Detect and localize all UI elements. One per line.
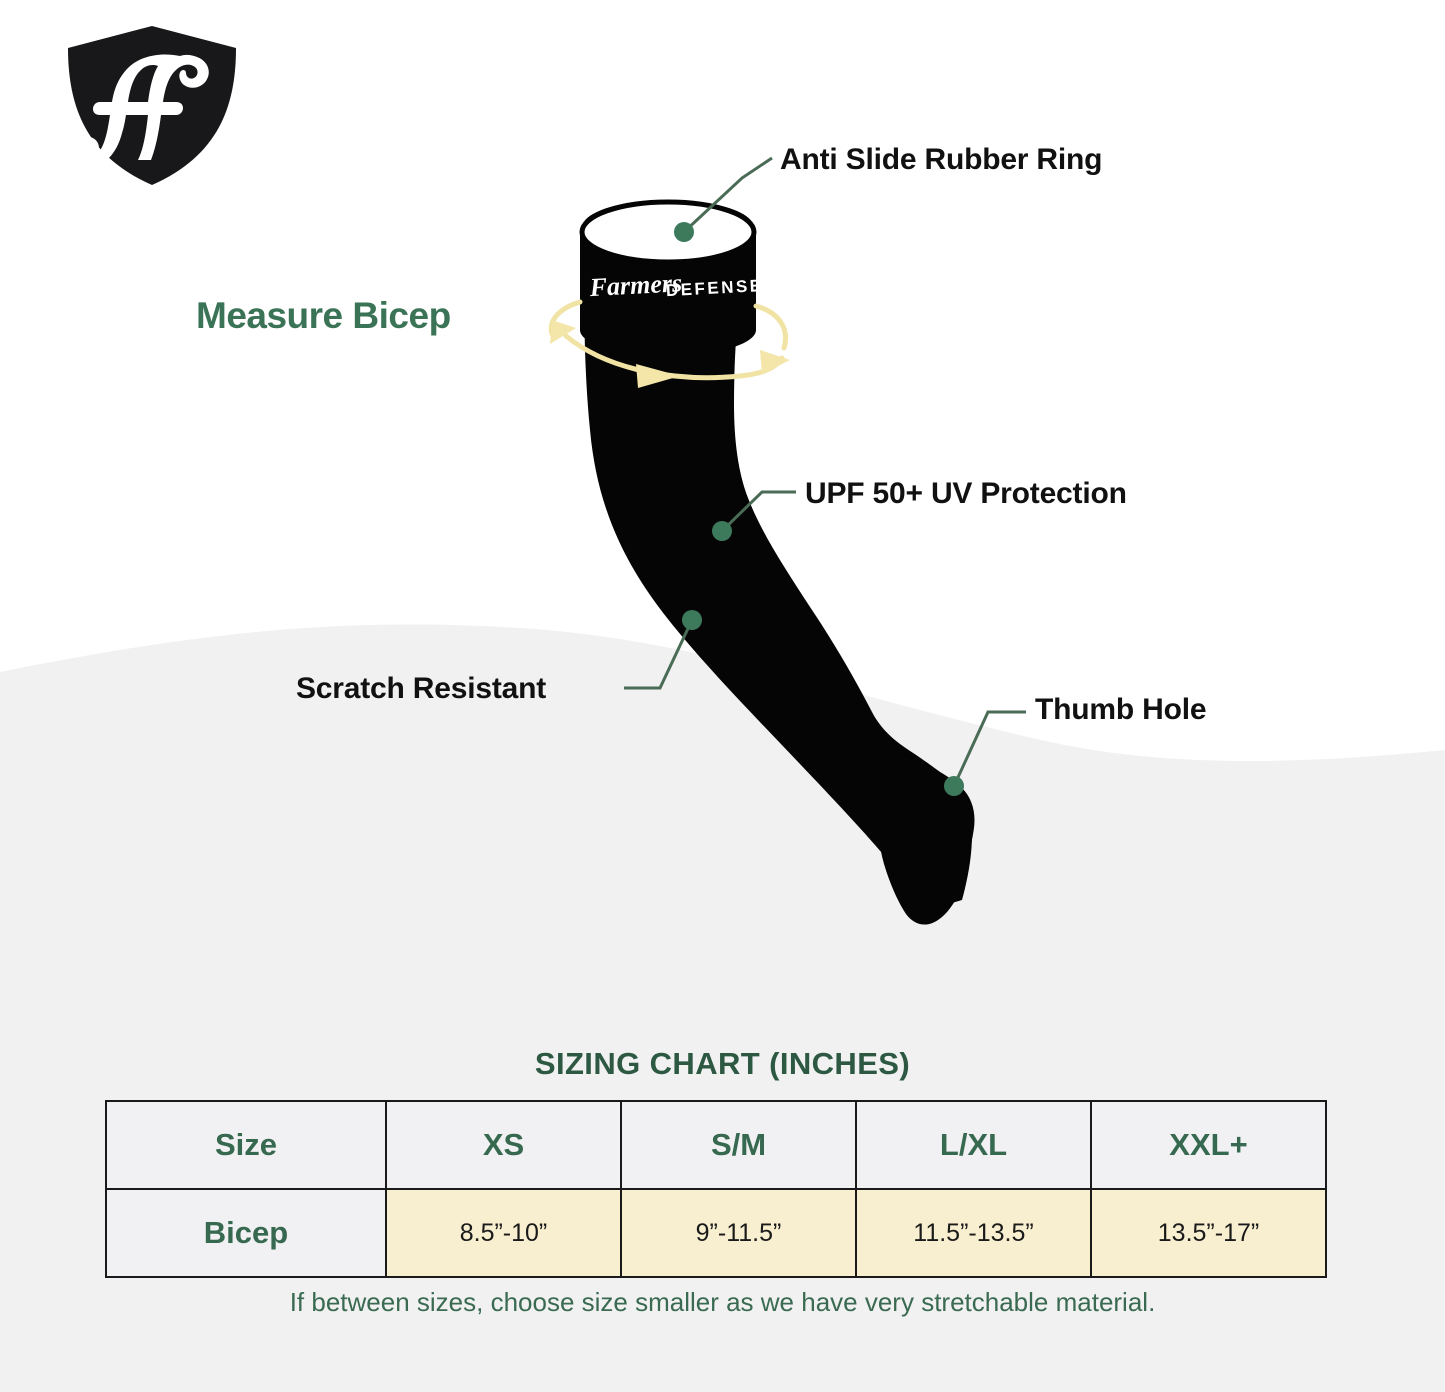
leader-upf — [712, 490, 796, 541]
logo-letter-f — [73, 54, 209, 167]
table-cell-bicep-xxl: 13.5”-17” — [1090, 1188, 1327, 1278]
table-cell-bicep-sm: 9”-11.5” — [620, 1188, 857, 1278]
bicep-measure-arrowheads — [550, 320, 790, 388]
callout-label-anti-slide-rubber-ring: Anti Slide Rubber Ring — [780, 143, 1103, 176]
leader-anti-slide — [674, 156, 773, 242]
callout-label-scratch-resistant: Scratch Resistant — [296, 672, 547, 705]
brand-logo-shield — [62, 20, 242, 192]
table-row-label-bicep: Bicep — [105, 1188, 387, 1278]
leader-scratch — [624, 610, 702, 690]
arm-sleeve-illustration: Farmers DEFENSE — [548, 156, 1026, 925]
sizing-chart-table: Size XS S/M L/XL XXL+ Bicep 8.5”-10” 9”-… — [105, 1100, 1327, 1278]
table-header-xxl: XXL+ — [1090, 1100, 1327, 1190]
table-cell-bicep-lxl: 11.5”-13.5” — [855, 1188, 1092, 1278]
table-header-xs: XS — [385, 1100, 622, 1190]
table-header-size: Size — [105, 1100, 387, 1190]
sleeve-wordmark: Farmers DEFENSE — [588, 268, 764, 302]
sizing-chart-note: If between sizes, choose size smaller as… — [289, 1287, 1156, 1317]
callout-dot-scratch — [682, 610, 702, 630]
table-row-header: Size XS S/M L/XL XXL+ — [105, 1100, 1327, 1190]
callout-dot-thumb — [944, 776, 964, 796]
table-header-lxl: L/XL — [855, 1100, 1092, 1190]
wordmark-script: Farmers — [588, 268, 683, 302]
callout-dot-upf — [712, 521, 732, 541]
callout-label-thumb-hole: Thumb Hole — [1035, 693, 1207, 726]
table-row-bicep: Bicep 8.5”-10” 9”-11.5” 11.5”-13.5” 13.5… — [105, 1188, 1327, 1278]
sizing-chart-title: SIZING CHART (INCHES) — [534, 1046, 911, 1081]
arm-sleeve-graphic: Farmers DEFENSE — [579, 199, 975, 925]
leader-thumb — [944, 710, 1026, 796]
table-header-sm: S/M — [620, 1100, 857, 1190]
callout-dot-anti-slide — [674, 222, 694, 242]
measure-bicep-label: Measure Bicep — [196, 295, 451, 336]
table-cell-bicep-xs: 8.5”-10” — [385, 1188, 622, 1278]
callout-label-upf-protection: UPF 50+ UV Protection — [805, 477, 1127, 510]
